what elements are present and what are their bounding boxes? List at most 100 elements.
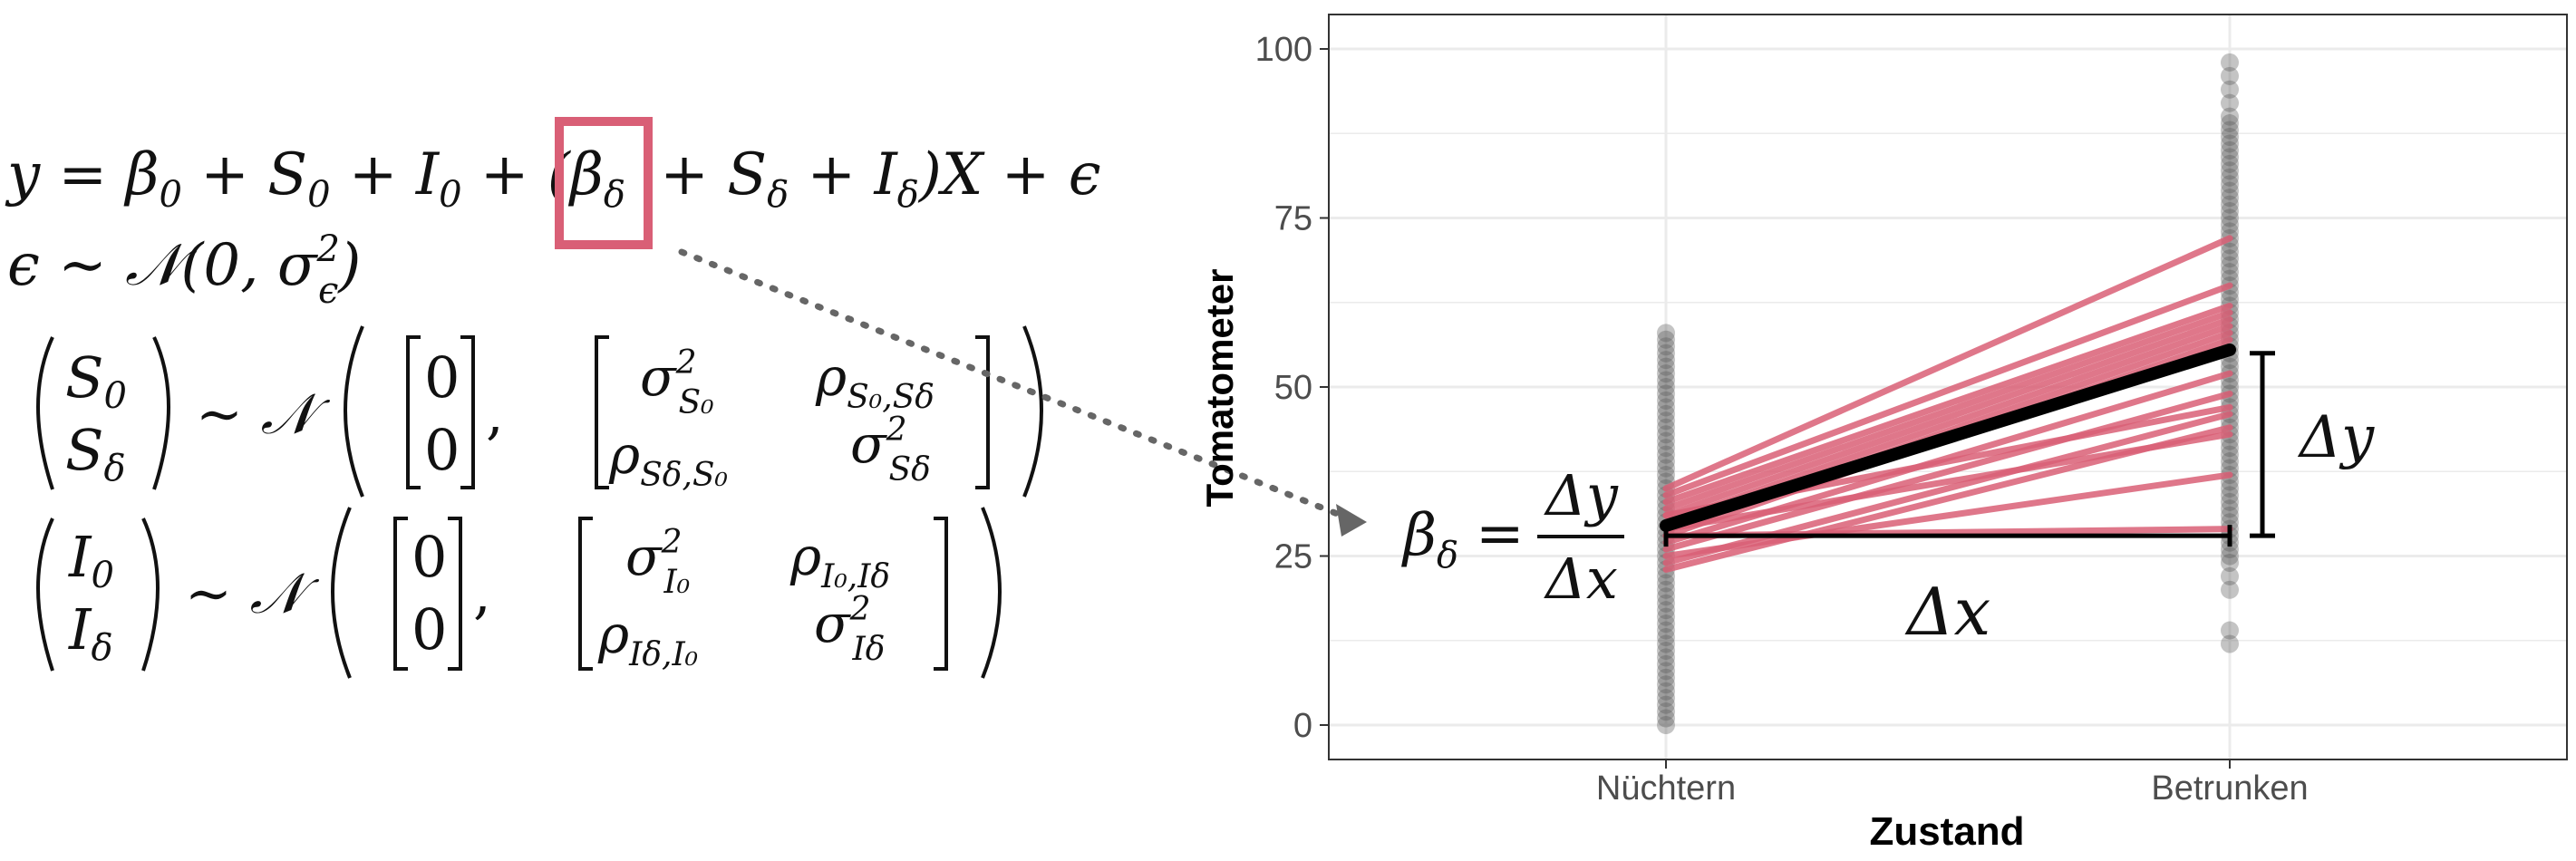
delta-y-label: Δy (2297, 404, 2375, 471)
slope-lhs: βδ (1401, 502, 1458, 576)
equation-line-1: y = β0 + S0 + I0 + (βδ + Sδ + Iδ)X + ϵ (5, 141, 1101, 216)
scatter-point (2221, 107, 2239, 126)
sim-n-i: ∼ 𝒩 (185, 560, 320, 626)
scatter-point (1657, 716, 1675, 734)
scatter-point (2221, 140, 2239, 160)
scatter-point (2221, 249, 2239, 268)
scatter-point (1657, 337, 1675, 356)
subject-line (1662, 471, 2233, 559)
scatter-point (2221, 452, 2239, 471)
y-tick-label: 75 (1274, 200, 1312, 238)
scatter-point (2221, 547, 2239, 566)
y-tick-label: 50 (1274, 369, 1312, 407)
cov-s-right-bracket (975, 335, 990, 489)
x-tick-label: Betrunken (2151, 769, 2308, 808)
pointer-arrow-head (1336, 504, 1367, 537)
subject-line (1662, 390, 2233, 553)
scatter-point (1657, 351, 1675, 370)
scatter-point (1657, 607, 1675, 626)
normal-i-left-paren (331, 507, 352, 679)
scatter-point (1657, 648, 1675, 667)
scatter-point (1657, 614, 1675, 634)
scatter-point (2221, 479, 2239, 498)
y-tick-label: 25 (1274, 538, 1312, 576)
scatter-point (2221, 127, 2239, 146)
scatter-point (1657, 601, 1675, 620)
scatter-point (2221, 195, 2239, 214)
scatter-point (2221, 621, 2239, 640)
scatter-point (2221, 263, 2239, 282)
scatter-point (2221, 148, 2239, 167)
beta-delta-highlight (555, 117, 653, 249)
subject-line (1662, 282, 2233, 498)
scatter-point (1657, 391, 1675, 410)
cov-i-left-bracket (578, 517, 593, 671)
cov-i-11: σ2 I₀ (625, 524, 690, 601)
normal-s-left-paren (344, 325, 364, 498)
scatter-point (1657, 357, 1675, 376)
cov-s-12: ρS₀,Sδ (815, 346, 935, 416)
scatter-point (2221, 80, 2239, 99)
scatter-point (2221, 208, 2239, 227)
scatter-point (1657, 343, 1675, 363)
cov-i-22: σ2 Iδ (814, 591, 885, 668)
subject-lines (1662, 235, 2233, 573)
vec-i-bottom: Iδ (68, 596, 113, 669)
pointer-arrow-line (678, 248, 1343, 518)
scatter-point (1657, 641, 1675, 660)
scatter-point (1657, 709, 1675, 728)
mean-s-top: 0 (424, 344, 460, 411)
vec-s-right-paren (152, 336, 170, 490)
scatter-point (1657, 702, 1675, 721)
vec-i-right-paren (141, 518, 160, 672)
scatter-point (2221, 439, 2239, 458)
comma-s: , (486, 381, 504, 447)
scatter-point (2221, 269, 2239, 288)
subject-line (1662, 235, 2233, 492)
vec-i-top: I0 (68, 524, 114, 596)
scatter-point (2221, 499, 2239, 518)
scatter-point (1657, 668, 1675, 687)
vec-s-bottom: Sδ (65, 417, 126, 489)
scatter-point (2221, 181, 2239, 200)
slope-formula: βδ = Δy Δx (1401, 462, 1624, 612)
scatter-point (2221, 540, 2239, 559)
mean-s-bottom: 0 (424, 417, 460, 483)
scatter-point (1657, 695, 1675, 714)
mean-line (1660, 343, 2236, 532)
scatter-point (2221, 154, 2239, 173)
cov-s-left-bracket (595, 335, 609, 489)
cov-i-21: ρIδ,I₀ (597, 604, 698, 673)
x-axis-ticks: Nüchtern Betrunken (1596, 759, 2309, 808)
scatter-point (1657, 398, 1675, 417)
equations-panel: y = β0 + S0 + I0 + (βδ + Sδ + Iδ)X + ϵ ϵ… (5, 117, 1367, 679)
scatter-point (2221, 134, 2239, 153)
vec-i-left-paren (36, 518, 54, 672)
scatter-point (2221, 566, 2239, 585)
slope-denominator: Δx (1544, 546, 1618, 612)
scatter-point (2221, 486, 2239, 505)
scatter-point (1657, 324, 1675, 343)
scatter-point (2221, 114, 2239, 133)
matrix-s-block: S0 Sδ ∼ 𝒩 0 0 , σ2 S₀ ρS₀,Sδ ρSδ,S₀ σ2 Sδ (36, 325, 1043, 498)
scatter-point (2221, 445, 2239, 464)
scatter-point (2221, 290, 2239, 309)
cov-s-21: ρSδ,S₀ (608, 424, 728, 494)
vec-s-left-paren (36, 336, 54, 490)
scatter-point (1657, 574, 1675, 593)
matrix-i-block: I0 Iδ ∼ 𝒩 0 0 , σ2 I₀ ρI₀,Iδ ρIδ,I₀ σ2 Iδ (36, 507, 1002, 679)
scatter-point (1657, 621, 1675, 640)
y-tick-label: 100 (1255, 31, 1312, 69)
scatter-point (2221, 66, 2239, 85)
scatter-point (1657, 465, 1675, 484)
scatter-point (2221, 256, 2239, 275)
scatter-point (2221, 506, 2239, 525)
comma-i: , (473, 560, 491, 626)
scatter-point (2221, 492, 2239, 511)
x-tick-label: Nüchtern (1596, 769, 1736, 808)
scatter-point (1657, 445, 1675, 464)
mean-i-bottom: 0 (412, 596, 447, 663)
grid (1329, 15, 2567, 759)
vec-s-top: S0 (65, 344, 127, 417)
